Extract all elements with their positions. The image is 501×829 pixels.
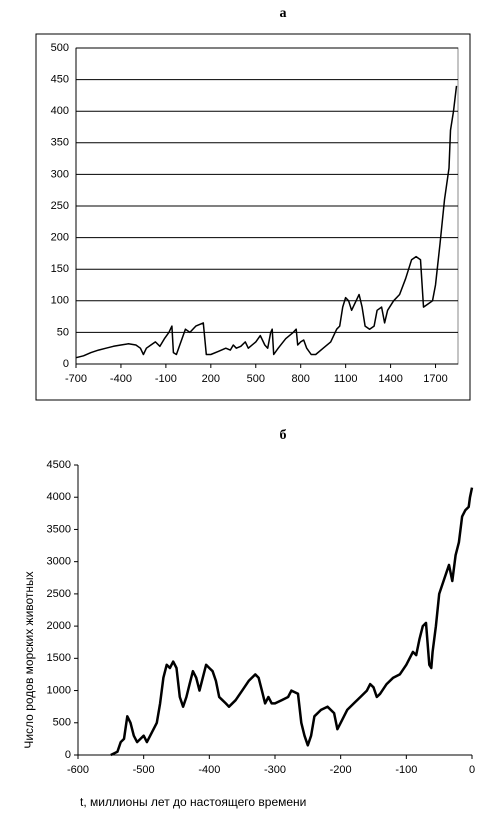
- y-tick-label: 450: [51, 74, 69, 86]
- y-tick-label: 2500: [47, 588, 71, 600]
- x-tick-label: 200: [202, 373, 220, 385]
- x-tick-label: -400: [110, 373, 132, 385]
- y-tick-label: 350: [51, 137, 69, 149]
- y-tick-label: 50: [57, 326, 69, 338]
- y-axis-label: Число родов морских животных: [22, 571, 36, 748]
- x-tick-label: 800: [292, 373, 310, 385]
- x-tick-label: -500: [133, 764, 155, 776]
- y-tick-label: 0: [65, 749, 71, 761]
- x-tick-label: -700: [65, 373, 87, 385]
- x-tick-label: -100: [155, 373, 177, 385]
- y-tick-label: 250: [51, 200, 69, 212]
- chart-title: а: [280, 6, 287, 21]
- x-tick-label: -300: [264, 764, 286, 776]
- y-tick-label: 4500: [47, 459, 71, 471]
- x-tick-label: -200: [330, 764, 352, 776]
- y-tick-label: 150: [51, 263, 69, 275]
- y-tick-label: 2000: [47, 620, 71, 632]
- y-tick-label: 500: [53, 717, 71, 729]
- y-tick-label: 500: [51, 42, 69, 54]
- y-tick-label: 0: [63, 358, 69, 370]
- y-tick-label: 4000: [47, 491, 71, 503]
- data-line: [110, 487, 474, 757]
- y-tick-label: 100: [51, 295, 69, 307]
- y-tick-label: 200: [51, 232, 69, 244]
- x-tick-label: 1700: [423, 373, 447, 385]
- x-axis-label: t, миллионы лет до настоящего времени: [80, 795, 306, 809]
- y-tick-label: 3500: [47, 523, 71, 535]
- x-tick-label: -600: [67, 764, 89, 776]
- chart-title: б: [280, 428, 287, 443]
- y-tick-label: 1000: [47, 684, 71, 696]
- x-tick-label: 500: [247, 373, 265, 385]
- y-tick-label: 3000: [47, 556, 71, 568]
- x-tick-label: 1400: [378, 373, 402, 385]
- x-tick-label: 1100: [334, 373, 358, 385]
- x-tick-label: -100: [395, 764, 417, 776]
- data-line: [75, 85, 458, 359]
- x-tick-label: 0: [469, 764, 475, 776]
- y-tick-label: 300: [51, 168, 69, 180]
- chart-frame: [35, 33, 471, 401]
- y-tick-label: 1500: [47, 652, 71, 664]
- x-tick-label: -400: [198, 764, 220, 776]
- y-tick-label: 400: [51, 105, 69, 117]
